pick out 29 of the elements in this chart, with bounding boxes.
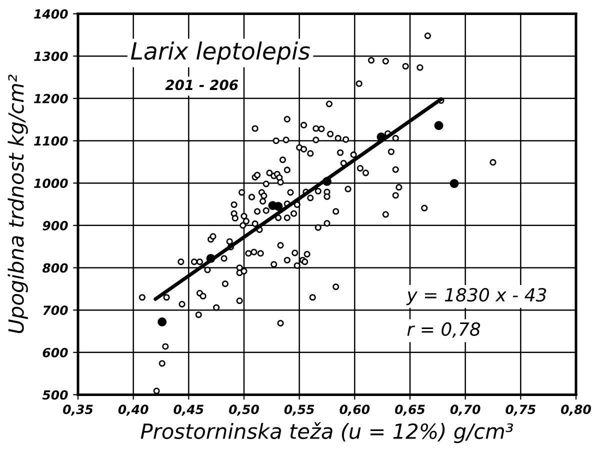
point [434,121,444,130]
x-axis-title: Prostorninska teža (u = 12%) g/cm³ [140,422,514,444]
y-tick-label: 1000 [34,178,68,188]
y-tick-label: 700 [43,306,68,316]
x-tick-label: 0,45 [174,404,204,416]
annotation: Larix leptolepis [130,42,310,64]
y-axis-title: Upogibna trdnost kg/cm² [8,74,28,334]
x-tick-label: 0,65 [395,404,425,416]
y-tick-label: 500 [42,390,68,400]
x-tick-label: 0,50 [229,404,259,416]
y-tick-label: 1200 [34,94,68,104]
y-tick-label: 1100 [34,136,68,146]
x-tick-label: 0,60 [340,404,370,416]
y-tick-label: 900 [42,220,68,230]
x-tick-label: 0,40 [118,404,148,416]
y-tick-label: 1300 [34,52,68,62]
annotation: y = 1830 x - 43 [406,288,546,306]
y-tick-label: 600 [42,348,68,358]
x-tick-label: 0,70 [450,404,480,416]
annotation: r = 0,78 [407,322,480,338]
y-tick-label: 1400 [34,9,68,19]
x-tick-label: 0,75 [506,404,536,416]
x-tick-label: 0,55 [284,404,314,416]
y-tick-label: 800 [42,263,68,273]
point [450,179,459,188]
x-tick-label: 0,80 [561,404,591,416]
point [158,317,167,326]
annotation: 201 - 206 [165,80,238,90]
x-tick-label: 0,35 [63,404,93,416]
